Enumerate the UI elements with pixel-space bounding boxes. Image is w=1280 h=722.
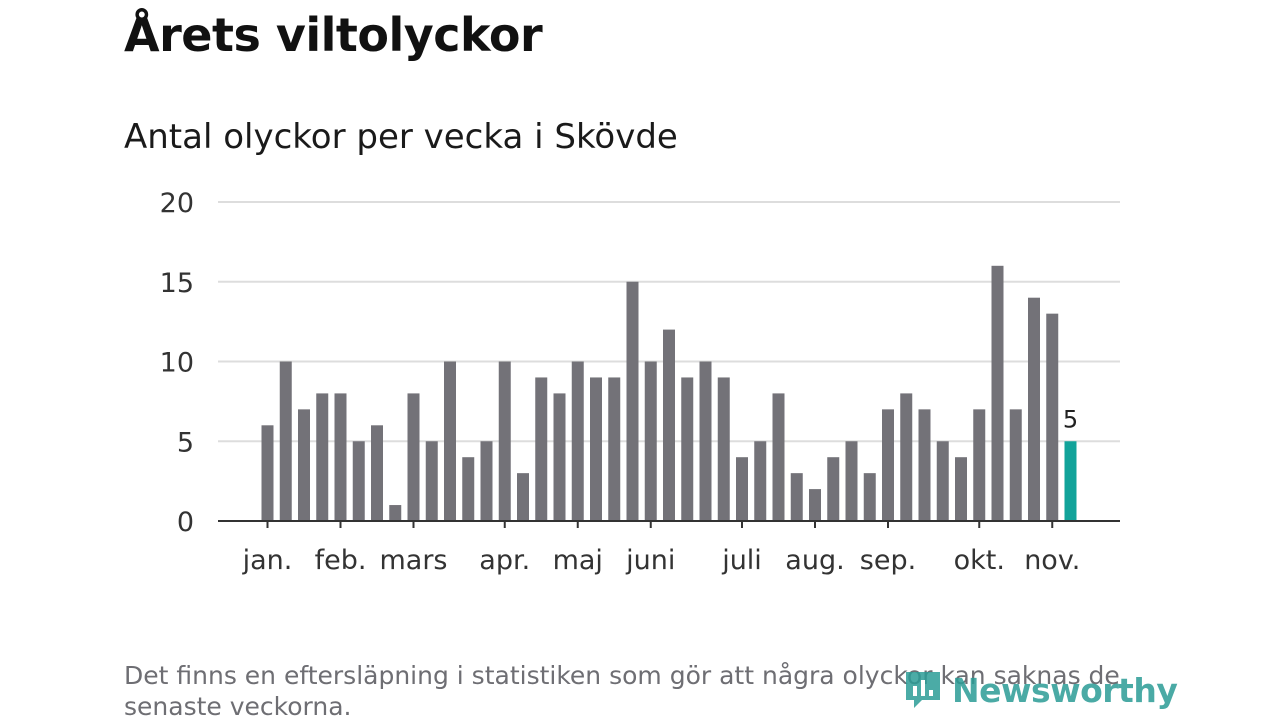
bar bbox=[681, 377, 694, 521]
bar bbox=[334, 393, 347, 521]
bar bbox=[498, 361, 511, 521]
bar bbox=[845, 441, 858, 521]
bar bbox=[827, 457, 840, 521]
bar bbox=[298, 409, 310, 521]
bar bbox=[790, 473, 803, 521]
x-tick-label: apr. bbox=[479, 545, 530, 576]
bar bbox=[936, 441, 949, 521]
y-tick-label: 15 bbox=[160, 268, 194, 299]
newsworthy-logo-icon bbox=[906, 672, 940, 708]
bar-highlight bbox=[1064, 441, 1077, 521]
brand-name: Newsworthy bbox=[952, 670, 1178, 710]
y-tick-label: 0 bbox=[177, 507, 194, 538]
bar bbox=[517, 473, 529, 521]
x-tick-label: juni bbox=[625, 545, 675, 576]
bar bbox=[261, 425, 274, 521]
bar bbox=[590, 377, 602, 521]
bar bbox=[717, 377, 730, 521]
bar bbox=[444, 361, 456, 521]
x-tick-label: nov. bbox=[1024, 545, 1080, 576]
bar bbox=[991, 265, 1004, 521]
bar bbox=[352, 441, 365, 521]
bar bbox=[1028, 297, 1040, 521]
x-tick-label: okt. bbox=[954, 545, 1005, 576]
bar bbox=[535, 377, 548, 521]
data-label: 5 bbox=[1063, 405, 1078, 433]
x-tick-label: sep. bbox=[860, 545, 916, 576]
bar bbox=[425, 441, 438, 521]
bar bbox=[571, 361, 584, 521]
bar bbox=[1046, 313, 1059, 521]
x-tick-label: maj bbox=[553, 545, 603, 576]
x-tick-label: feb. bbox=[315, 545, 367, 576]
bar bbox=[754, 441, 767, 521]
bar bbox=[772, 393, 785, 521]
bar bbox=[389, 505, 402, 521]
chart-subtitle: Antal olyckor per vecka i Skövde bbox=[124, 117, 678, 157]
bar bbox=[900, 393, 913, 521]
x-tick-label: mars bbox=[379, 545, 447, 576]
y-tick-label: 20 bbox=[160, 188, 194, 219]
y-tick-label: 5 bbox=[177, 427, 194, 458]
footnote: Det finns en eftersläpning i statistiken… bbox=[124, 661, 1120, 721]
bar bbox=[863, 473, 876, 521]
bar bbox=[973, 409, 986, 521]
bar bbox=[371, 425, 383, 521]
y-tick-label: 10 bbox=[160, 348, 194, 379]
bar bbox=[407, 393, 420, 521]
bar bbox=[882, 409, 894, 521]
bar bbox=[955, 457, 967, 521]
x-tick-label: juli bbox=[721, 545, 762, 576]
bar bbox=[699, 361, 712, 521]
bar bbox=[316, 393, 329, 521]
bar bbox=[736, 457, 748, 521]
bar bbox=[1009, 409, 1022, 521]
bar bbox=[608, 377, 621, 521]
bar bbox=[480, 441, 493, 521]
bar bbox=[663, 329, 675, 521]
bar bbox=[279, 361, 292, 521]
bar bbox=[553, 393, 566, 521]
bar bbox=[809, 489, 821, 521]
chart-title: Årets viltolyckor bbox=[124, 8, 543, 62]
bar bbox=[918, 409, 931, 521]
bar bbox=[644, 361, 657, 521]
x-tick-label: aug. bbox=[785, 545, 844, 576]
brand-logo: Newsworthy bbox=[902, 668, 1178, 712]
bar bbox=[462, 457, 475, 521]
bar bbox=[626, 281, 639, 521]
x-tick-label: jan. bbox=[242, 545, 293, 576]
